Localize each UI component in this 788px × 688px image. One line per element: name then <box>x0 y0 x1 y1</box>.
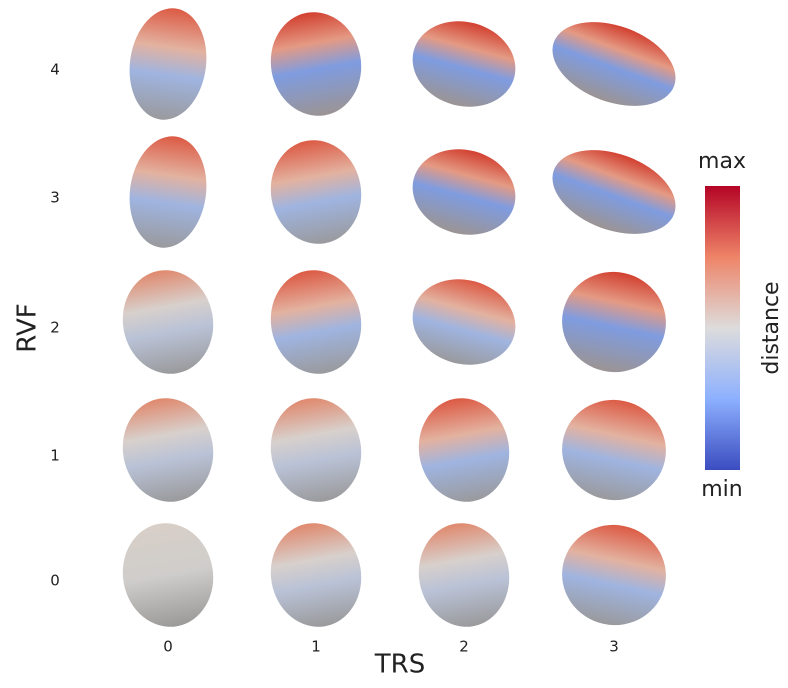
shape <box>263 5 370 123</box>
shape <box>115 391 222 509</box>
figure: RVF TRS max min distance 4 3 2 1 0 0 1 2 3 <box>0 0 788 688</box>
shape <box>541 6 687 121</box>
colorbar-max: max <box>698 149 746 174</box>
shape <box>411 516 518 634</box>
shape <box>403 268 525 376</box>
shape <box>403 10 525 118</box>
x-axis-label: TRS <box>374 650 425 680</box>
y-axis-label: RVF <box>13 303 43 352</box>
shape <box>263 516 370 634</box>
shape <box>123 3 214 124</box>
shape <box>411 391 518 509</box>
column-label: 0 <box>163 638 173 656</box>
shape <box>553 262 676 381</box>
colorbar-title: distance <box>759 281 784 374</box>
shape <box>553 515 676 634</box>
row-label: 2 <box>50 319 60 337</box>
colorbar <box>705 186 740 470</box>
column-label: 3 <box>609 638 619 656</box>
shape <box>541 134 687 249</box>
row-label: 4 <box>50 61 60 79</box>
shape <box>115 516 222 634</box>
shape <box>553 390 676 509</box>
shape <box>403 138 525 246</box>
shape <box>115 263 222 381</box>
row-label: 1 <box>50 447 60 465</box>
shape <box>263 133 370 251</box>
shape <box>263 263 370 381</box>
shape <box>263 391 370 509</box>
row-label: 3 <box>50 189 60 207</box>
shape <box>123 131 214 252</box>
column-label: 2 <box>459 638 469 656</box>
colorbar-min: min <box>701 477 743 502</box>
row-label: 0 <box>50 572 60 590</box>
column-label: 1 <box>311 638 321 656</box>
